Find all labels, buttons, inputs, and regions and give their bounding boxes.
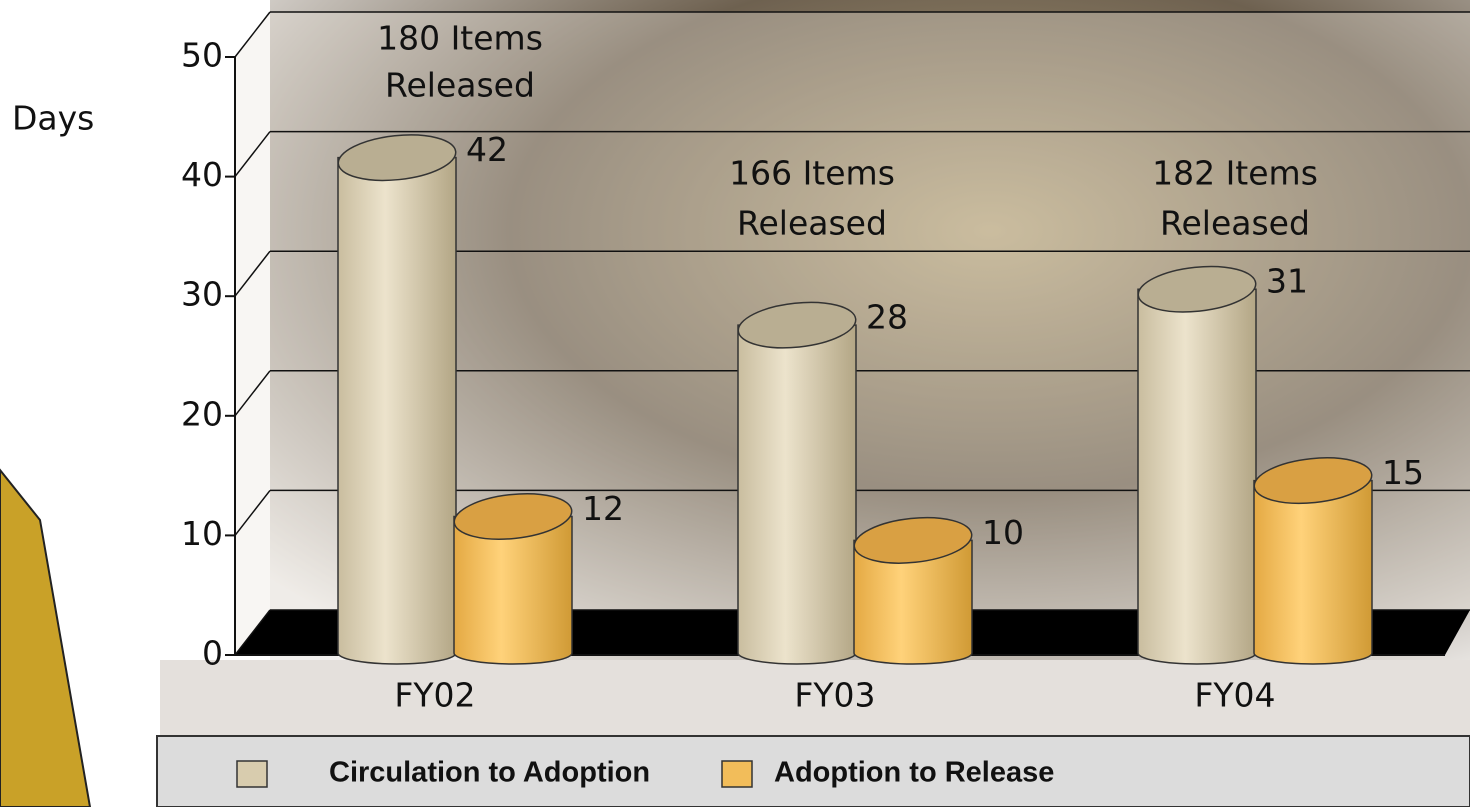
y-tick-label: 40 xyxy=(181,155,223,194)
annotation: 182 Items xyxy=(1152,154,1318,193)
x-tick-label: FY04 xyxy=(1194,676,1275,715)
cylinder-body xyxy=(1137,288,1257,665)
cylinder-top xyxy=(1137,265,1257,313)
value-label: 31 xyxy=(1266,262,1308,301)
cylinder-top xyxy=(337,134,457,182)
annotation: 166 Items xyxy=(729,154,895,193)
y-tick-label: 10 xyxy=(181,514,223,553)
cylinder-top xyxy=(453,492,573,540)
bar xyxy=(737,301,857,665)
backdrop-lower xyxy=(160,660,1470,740)
legend-label: Circulation to Adoption xyxy=(329,757,650,789)
grid-line xyxy=(234,489,271,536)
value-label: 15 xyxy=(1382,453,1424,492)
legend-box xyxy=(156,735,1470,808)
cylinder-body xyxy=(1253,479,1373,665)
legend-swatch xyxy=(721,760,753,788)
cylinder-body xyxy=(453,515,573,665)
value-label: 28 xyxy=(866,298,908,337)
cylinder-body xyxy=(737,324,857,665)
side-wall xyxy=(235,12,270,655)
bar xyxy=(1253,457,1373,665)
x-tick-label: FY02 xyxy=(394,676,475,715)
cylinder-body xyxy=(853,539,973,665)
cylinder-top xyxy=(853,516,973,564)
grid-line xyxy=(234,609,271,656)
y-axis-label: Days xyxy=(12,99,94,138)
legend-swatch xyxy=(236,760,268,788)
grid-line xyxy=(234,131,271,178)
bar xyxy=(1137,265,1257,665)
annotation: Released xyxy=(1160,204,1310,243)
bar xyxy=(453,492,573,665)
cylinder-body xyxy=(337,156,457,665)
grid-line xyxy=(234,11,271,58)
grid-line xyxy=(234,250,271,297)
cylinder-top xyxy=(1253,457,1373,505)
value-label: 42 xyxy=(466,130,508,169)
x-tick-label: FY03 xyxy=(794,676,875,715)
annotation: 180 Items xyxy=(377,19,543,58)
legend-label: Adoption to Release xyxy=(774,757,1054,789)
y-tick-label: 0 xyxy=(202,634,223,673)
y-tick-label: 50 xyxy=(181,36,223,75)
annotation: Released xyxy=(385,66,535,105)
bar xyxy=(337,134,457,665)
value-label: 12 xyxy=(582,489,624,528)
y-tick-label: 20 xyxy=(181,394,223,433)
value-label: 10 xyxy=(982,513,1024,552)
y-tick-label: 30 xyxy=(181,275,223,314)
cylinder-top xyxy=(737,301,857,349)
bar xyxy=(853,516,973,665)
annotation: Released xyxy=(737,204,887,243)
grid-line xyxy=(234,370,271,417)
